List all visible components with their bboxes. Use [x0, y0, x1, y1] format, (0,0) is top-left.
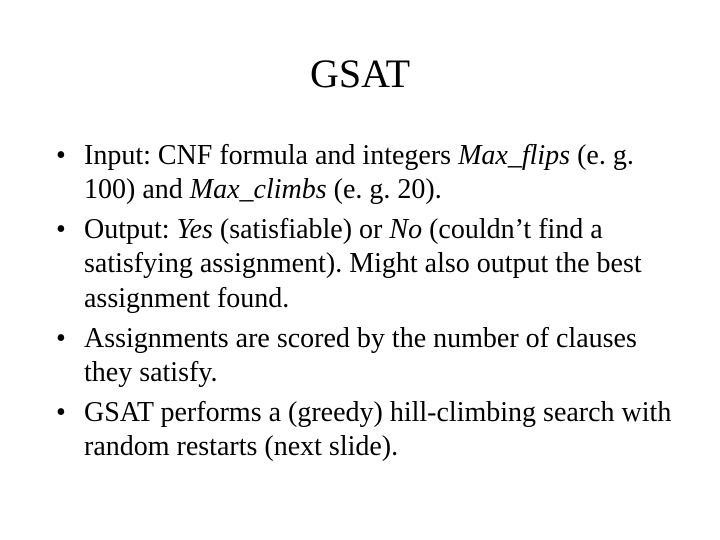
slide-title: GSAT — [48, 50, 672, 97]
bullet-item: GSAT performs a (greedy) hill-climbing s… — [54, 396, 672, 464]
bullet-item: Input: CNF formula and integers Max_flip… — [54, 139, 672, 207]
bullet-text-segment: Yes — [177, 214, 213, 245]
bullet-text-segment: (e. g. 20). — [327, 174, 442, 205]
bullet-text-segment: Max_flips — [458, 140, 570, 171]
bullet-text-segment: Output: — [84, 214, 177, 245]
bullet-text-segment: No — [389, 214, 422, 245]
slide: GSAT Input: CNF formula and integers Max… — [0, 0, 720, 540]
bullet-text-segment: Max_climbs — [190, 174, 327, 205]
bullet-text-segment: Input: CNF formula and integers — [84, 140, 458, 171]
bullet-text-segment: Assignments are scored by the number of … — [84, 323, 637, 388]
bullet-list: Input: CNF formula and integers Max_flip… — [48, 139, 672, 464]
bullet-text-segment: (satisfiable) or — [213, 214, 390, 245]
bullet-item: Assignments are scored by the number of … — [54, 322, 672, 390]
bullet-text-segment: GSAT performs a (greedy) hill-climbing s… — [84, 397, 671, 462]
bullet-item: Output: Yes (satisfiable) or No (couldn’… — [54, 213, 672, 315]
